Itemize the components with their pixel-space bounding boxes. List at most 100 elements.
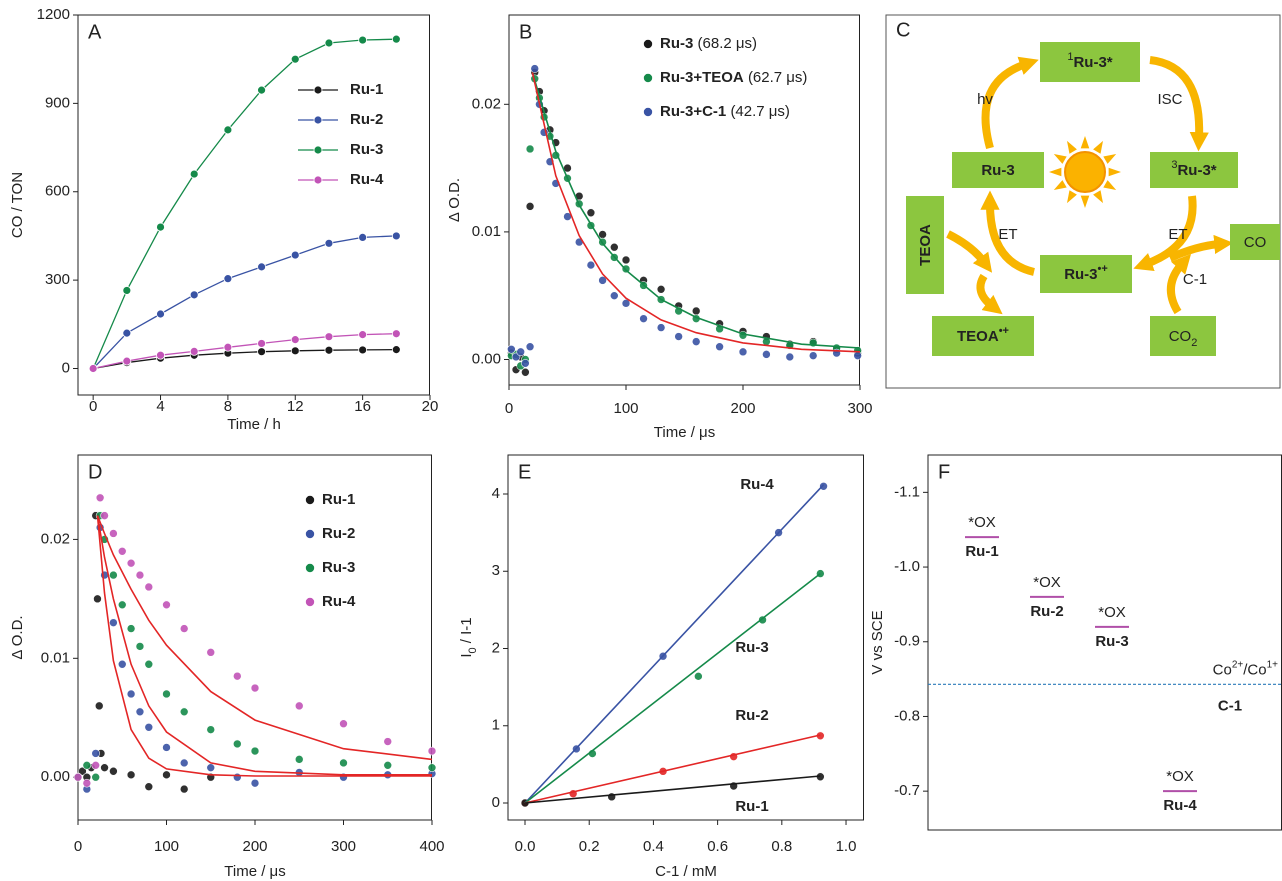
node-sup: •+ xyxy=(999,325,1009,337)
point xyxy=(100,763,109,772)
level-label: *OX xyxy=(1098,604,1126,621)
y-axis-label: I0 / I-1 xyxy=(458,617,479,657)
y-tick-label: 1 xyxy=(492,717,500,734)
sun-ray xyxy=(1053,180,1067,190)
reference-part: /Co xyxy=(1243,661,1266,678)
scheme-node xyxy=(1150,316,1216,356)
x-axis-label: Time / h xyxy=(227,416,281,433)
scheme-label: ET xyxy=(1168,226,1187,243)
point xyxy=(586,260,596,270)
sun-ray xyxy=(1103,180,1117,190)
node-sup: •+ xyxy=(1098,263,1108,275)
point xyxy=(122,356,132,366)
y-tick-label: 0 xyxy=(492,794,500,811)
reference-name: C-1 xyxy=(1218,697,1242,714)
sun-ray xyxy=(1053,154,1067,164)
point xyxy=(94,701,104,711)
legend-name: Ru-3 xyxy=(660,35,693,52)
point xyxy=(339,758,348,768)
point xyxy=(525,202,535,211)
legend-marker xyxy=(313,115,323,125)
point xyxy=(324,345,334,355)
point xyxy=(694,672,703,681)
x-tick-label: 0.8 xyxy=(771,838,792,855)
node-text: CO xyxy=(1169,328,1192,345)
point xyxy=(144,782,154,792)
point xyxy=(358,345,368,355)
point xyxy=(233,739,242,749)
point xyxy=(189,347,199,356)
node-label: CO xyxy=(1244,234,1267,251)
y-label-main: Δ O.D. xyxy=(446,178,463,222)
point xyxy=(391,34,401,44)
level-name: Ru-1 xyxy=(965,543,998,560)
y-tick-label: 0.02 xyxy=(41,530,70,547)
sun-ray xyxy=(1049,167,1062,177)
legend-label: Ru-3 xyxy=(350,141,383,158)
level-name: Ru-4 xyxy=(1163,797,1197,814)
legend-marker xyxy=(305,563,315,573)
sun-ray xyxy=(1108,167,1121,177)
point xyxy=(156,222,165,232)
plot-frame xyxy=(77,14,430,396)
point xyxy=(189,290,199,300)
fit-line xyxy=(531,72,861,353)
x-tick-label: 300 xyxy=(847,400,872,417)
x-tick-label: 8 xyxy=(224,398,232,415)
sun-ray xyxy=(1093,190,1103,204)
x-tick-label: 0.2 xyxy=(579,838,600,855)
node-label: Ru-3 xyxy=(981,162,1014,179)
node-text: Ru-3 xyxy=(1064,266,1097,283)
y-tick-label: 0.02 xyxy=(472,95,501,112)
point xyxy=(91,749,100,758)
y-tick-label: -0.8 xyxy=(894,707,920,724)
plot-frame xyxy=(77,454,432,821)
legend-marker xyxy=(305,495,315,505)
x-tick-label: 0 xyxy=(505,400,513,417)
scheme-label: hv xyxy=(977,91,993,108)
y-tick-label: 600 xyxy=(45,183,70,200)
y-tick-label: -1.0 xyxy=(894,558,920,575)
point xyxy=(290,346,300,356)
series-line xyxy=(93,333,397,370)
point xyxy=(156,350,165,360)
y-label-main: V vs SCE xyxy=(869,610,886,674)
x-axis-label: C-1 / mM xyxy=(655,863,717,880)
point xyxy=(135,642,145,651)
fit-line xyxy=(524,734,821,804)
point xyxy=(126,770,136,780)
reference-label: Co2+/Co1+ xyxy=(1213,659,1278,678)
fit-line xyxy=(524,572,821,804)
x-axis-label: Time / μs xyxy=(224,863,285,880)
point xyxy=(674,332,683,341)
legend-name: Ru-2 xyxy=(322,525,355,542)
point xyxy=(144,659,154,669)
point xyxy=(586,208,596,218)
x-tick-label: 12 xyxy=(287,398,304,415)
point xyxy=(82,761,92,770)
point xyxy=(391,231,401,241)
x-tick-label: 300 xyxy=(331,838,356,855)
point xyxy=(516,347,526,357)
legend-marker xyxy=(313,175,323,185)
legend-name: Ru-4 xyxy=(322,593,356,610)
reference-part: 1+ xyxy=(1267,659,1279,670)
sun-ray xyxy=(1080,195,1090,208)
x-tick-label: 200 xyxy=(730,400,755,417)
legend-label: Ru-1 xyxy=(350,81,383,98)
point xyxy=(358,330,368,340)
sun xyxy=(1049,136,1121,208)
node-text: CO xyxy=(1244,234,1267,251)
point xyxy=(598,276,607,285)
node-label: CO2 xyxy=(1169,328,1198,349)
point xyxy=(758,615,767,625)
point xyxy=(598,230,607,239)
legend-label: Ru-3+C-1 (42.7 μs) xyxy=(660,103,790,120)
y-tick-label: 3 xyxy=(492,562,500,579)
point xyxy=(179,624,189,633)
y-tick-label: 0 xyxy=(62,359,70,376)
series-label: Ru-1 xyxy=(735,798,768,815)
node-text: Ru-3* xyxy=(1177,162,1216,179)
point xyxy=(223,342,233,352)
scheme-node xyxy=(1040,255,1132,293)
